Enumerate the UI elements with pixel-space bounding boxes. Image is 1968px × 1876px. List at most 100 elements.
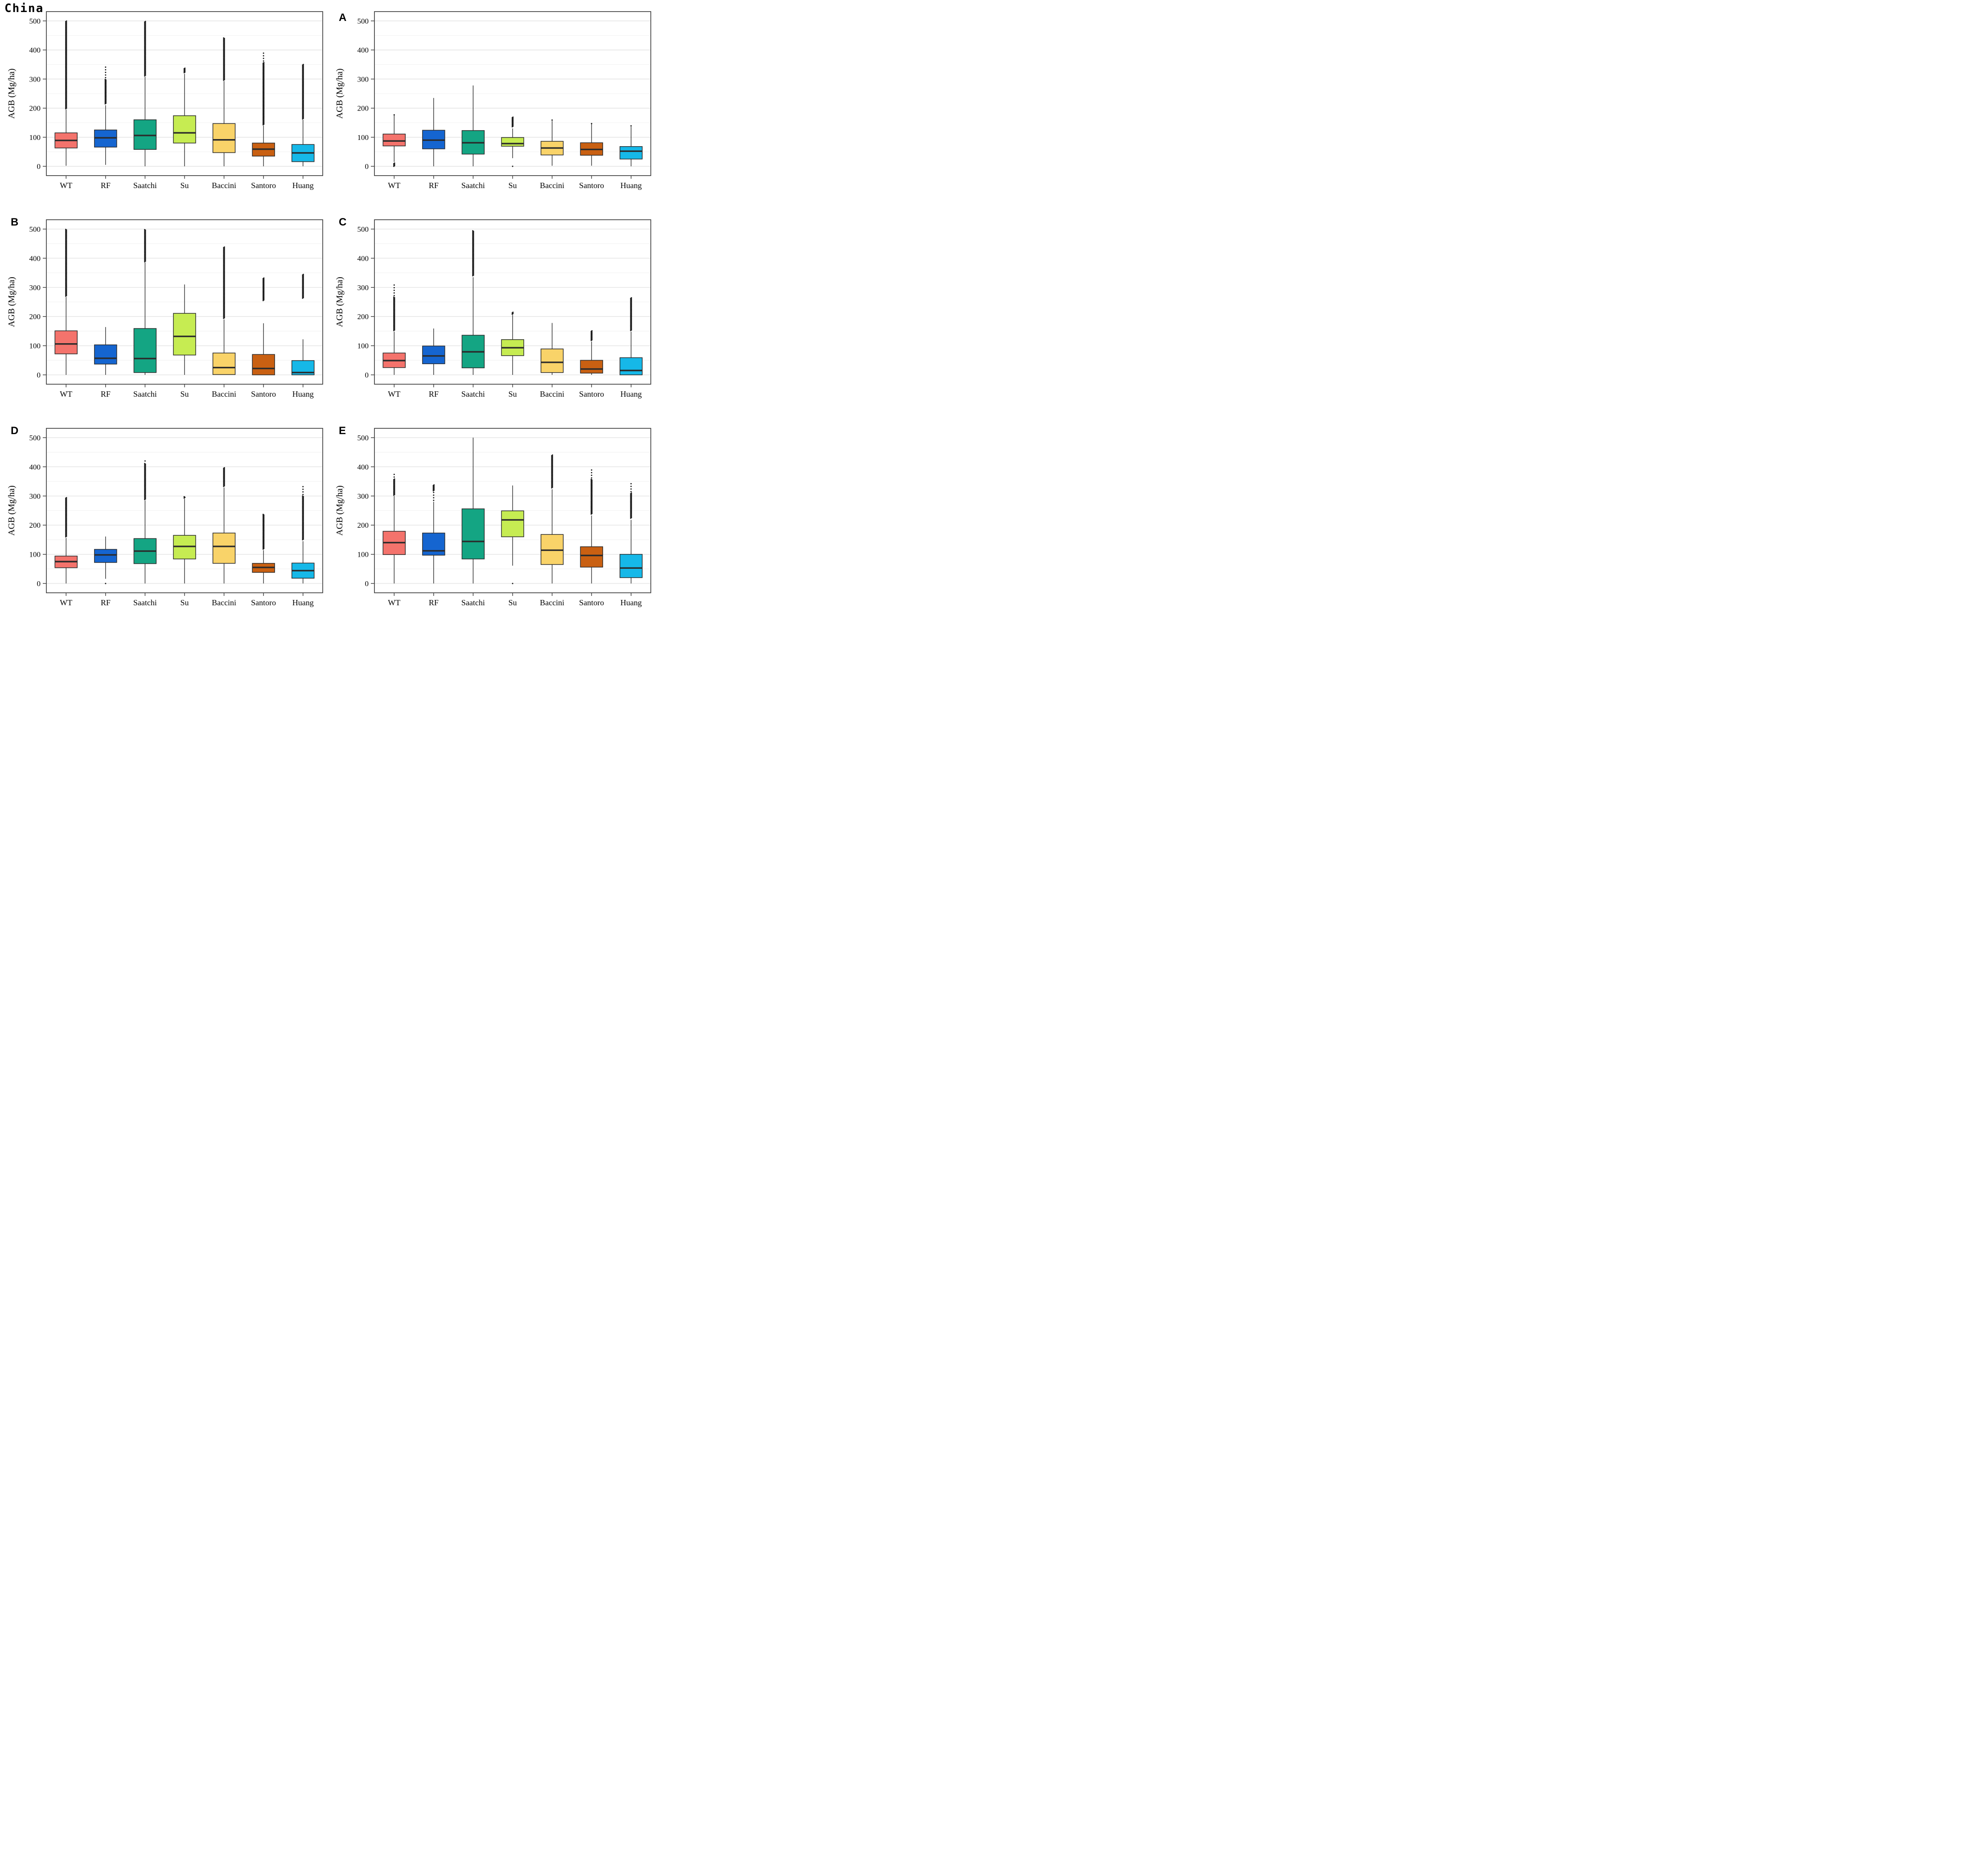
svg-text:200: 200 <box>29 521 41 530</box>
svg-text:300: 300 <box>29 283 41 292</box>
svg-text:200: 200 <box>357 521 369 530</box>
svg-text:AGB (Mg/ha): AGB (Mg/ha) <box>335 485 345 536</box>
svg-text:0: 0 <box>37 371 41 379</box>
panel-d: D 0 100 200 300 400 500 WT RF Saatchi Su Baccini Sa… <box>0 417 328 625</box>
boxplot-svg-c: 0 100 200 300 400 500 WT RF Saatchi Su Baccini Sant… <box>335 219 651 398</box>
svg-text:0: 0 <box>365 579 369 588</box>
svg-text:Baccini: Baccini <box>540 598 564 607</box>
svg-text:WT: WT <box>388 598 400 607</box>
svg-text:300: 300 <box>357 75 369 83</box>
panel-title-a: A <box>339 12 347 24</box>
svg-text:100: 100 <box>357 550 369 559</box>
svg-text:500: 500 <box>29 434 41 442</box>
svg-text:AGB (Mg/ha): AGB (Mg/ha) <box>7 277 16 327</box>
svg-text:Su: Su <box>508 390 517 398</box>
svg-text:Huang: Huang <box>292 181 314 190</box>
svg-text:Su: Su <box>180 181 189 190</box>
svg-text:WT: WT <box>60 598 72 607</box>
svg-text:Saatchi: Saatchi <box>133 390 157 398</box>
svg-text:RF: RF <box>101 181 111 190</box>
svg-text:100: 100 <box>357 342 369 350</box>
svg-text:Santoro: Santoro <box>251 181 276 190</box>
svg-text:Baccini: Baccini <box>212 390 236 398</box>
panel-china: China 0 100 200 300 400 500 WT RF Saatchi Su Bacci… <box>0 0 328 208</box>
svg-text:Baccini: Baccini <box>212 598 236 607</box>
svg-text:100: 100 <box>29 133 41 142</box>
boxplot-svg-e: 0 100 200 300 400 500 WT RF Saatchi Su Baccini Sant… <box>335 428 651 607</box>
svg-text:AGB (Mg/ha): AGB (Mg/ha) <box>335 69 345 119</box>
panel-title-d: D <box>11 425 19 437</box>
svg-text:Saatchi: Saatchi <box>133 598 157 607</box>
svg-text:Baccini: Baccini <box>540 181 564 190</box>
svg-text:Baccini: Baccini <box>540 390 564 398</box>
svg-text:Santoro: Santoro <box>251 598 276 607</box>
svg-text:0: 0 <box>365 371 369 379</box>
svg-text:400: 400 <box>357 254 369 263</box>
svg-text:300: 300 <box>357 492 369 501</box>
svg-text:300: 300 <box>357 283 369 292</box>
svg-text:RF: RF <box>429 181 439 190</box>
svg-text:AGB (Mg/ha): AGB (Mg/ha) <box>7 69 16 119</box>
svg-text:Santoro: Santoro <box>251 390 276 398</box>
svg-text:Saatchi: Saatchi <box>461 598 485 607</box>
panel-title-e: E <box>339 425 346 437</box>
svg-text:WT: WT <box>388 390 400 398</box>
svg-text:RF: RF <box>429 598 439 607</box>
boxplot-svg-d: 0 100 200 300 400 500 WT RF Saatchi Su Baccini Sant… <box>7 428 323 607</box>
svg-text:300: 300 <box>29 75 41 83</box>
svg-text:WT: WT <box>388 181 400 190</box>
svg-text:0: 0 <box>37 579 41 588</box>
panel-b: B 0 100 200 300 400 500 WT RF Saatchi Su Baccini Sa… <box>0 208 328 417</box>
svg-text:200: 200 <box>29 312 41 321</box>
svg-text:RF: RF <box>101 390 111 398</box>
svg-text:Santoro: Santoro <box>579 598 604 607</box>
svg-text:AGB (Mg/ha): AGB (Mg/ha) <box>7 485 16 536</box>
svg-text:WT: WT <box>60 181 72 190</box>
svg-text:Huang: Huang <box>620 598 642 607</box>
svg-text:Huang: Huang <box>292 598 314 607</box>
svg-text:200: 200 <box>29 104 41 113</box>
svg-text:500: 500 <box>357 434 369 442</box>
boxplot-svg-b: 0 100 200 300 400 500 WT RF Saatchi Su Baccini Sant… <box>7 219 323 398</box>
svg-text:200: 200 <box>357 104 369 113</box>
svg-text:Su: Su <box>508 598 517 607</box>
svg-text:200: 200 <box>357 312 369 321</box>
svg-text:400: 400 <box>29 254 41 263</box>
svg-text:400: 400 <box>29 46 41 54</box>
panel-e: E 0 100 200 300 400 500 WT RF Saatchi Su Baccini Sa… <box>328 417 656 625</box>
svg-text:Santoro: Santoro <box>579 390 604 398</box>
svg-text:100: 100 <box>357 133 369 142</box>
panel-title-china: China <box>4 2 44 15</box>
svg-text:Huang: Huang <box>620 181 642 190</box>
svg-text:0: 0 <box>365 162 369 171</box>
svg-text:400: 400 <box>357 463 369 471</box>
svg-text:100: 100 <box>29 550 41 559</box>
svg-text:Saatchi: Saatchi <box>461 390 485 398</box>
svg-text:Su: Su <box>180 598 189 607</box>
svg-text:500: 500 <box>357 17 369 25</box>
svg-text:Su: Su <box>180 390 189 398</box>
svg-text:Baccini: Baccini <box>212 181 236 190</box>
svg-text:Saatchi: Saatchi <box>133 181 157 190</box>
panel-title-b: B <box>11 216 19 228</box>
boxplot-figure-grid: China 0 100 200 300 400 500 WT RF Saatchi Su Bacci… <box>0 0 656 625</box>
svg-text:Santoro: Santoro <box>579 181 604 190</box>
svg-text:400: 400 <box>29 463 41 471</box>
svg-text:Su: Su <box>508 181 517 190</box>
svg-text:500: 500 <box>29 225 41 234</box>
panel-title-c: C <box>339 216 347 228</box>
svg-text:400: 400 <box>357 46 369 54</box>
boxplot-svg-china: 0 100 200 300 400 500 WT RF Saatchi Su Baccini Sant… <box>7 11 323 190</box>
svg-text:WT: WT <box>60 390 72 398</box>
svg-text:300: 300 <box>29 492 41 501</box>
figure-page: { "figure": { "ylabel": "AGB (Mg/ha)", "… <box>0 0 656 625</box>
svg-text:0: 0 <box>37 162 41 171</box>
boxplot-svg-a: 0 100 200 300 400 500 WT RF Saatchi Su Baccini Sant… <box>335 11 651 190</box>
svg-text:100: 100 <box>29 342 41 350</box>
svg-text:AGB (Mg/ha): AGB (Mg/ha) <box>335 277 345 327</box>
panel-a: A 0 100 200 300 400 500 WT RF Saatchi Su Baccini Sa… <box>328 0 656 208</box>
svg-text:RF: RF <box>429 390 439 398</box>
svg-text:Saatchi: Saatchi <box>461 181 485 190</box>
svg-text:RF: RF <box>101 598 111 607</box>
svg-text:500: 500 <box>29 17 41 25</box>
